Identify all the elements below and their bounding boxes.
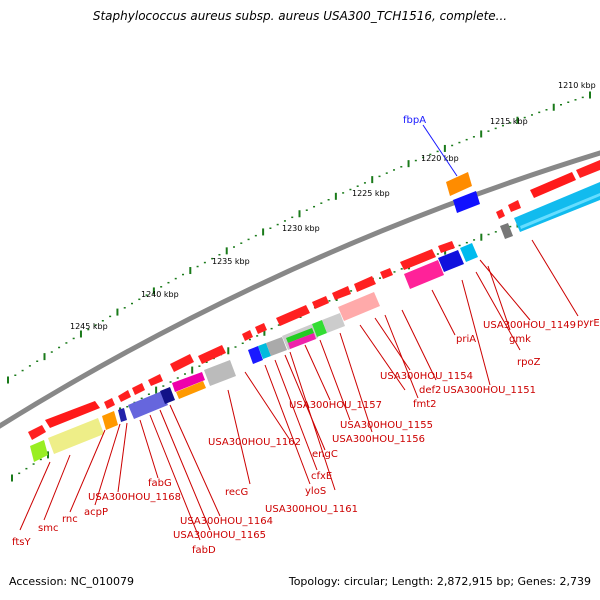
label-leaders — [19, 239, 579, 541]
gene-label[interactable]: USA300HOU_1149 — [483, 320, 576, 331]
gene-label[interactable]: engC — [312, 449, 338, 460]
gene-label[interactable]: USA300HOU_1161 — [265, 504, 358, 515]
gene-label[interactable]: def2 — [419, 385, 441, 396]
gene[interactable] — [322, 313, 345, 333]
gene-label[interactable]: USA300HOU_1155 — [340, 420, 433, 431]
gene[interactable] — [438, 241, 455, 253]
gene[interactable] — [118, 408, 127, 422]
gene-fbpa-highlight[interactable] — [446, 172, 472, 196]
gene-label[interactable]: USA300HOU_1151 — [443, 385, 536, 396]
gene-label[interactable]: cfxE — [311, 471, 332, 482]
gene[interactable] — [128, 391, 168, 419]
gene[interactable] — [258, 343, 271, 359]
gene[interactable] — [380, 268, 393, 279]
accession-text: Accession: NC_010079 — [9, 575, 135, 588]
gene[interactable] — [496, 209, 505, 219]
gene[interactable] — [286, 328, 314, 343]
gene[interactable] — [312, 296, 329, 309]
gene[interactable] — [460, 243, 478, 262]
gene-label[interactable]: rpoZ — [517, 357, 541, 368]
gene-label[interactable]: ftsY — [12, 537, 31, 548]
gene[interactable] — [255, 323, 267, 334]
scale-label: 1210 kbp — [558, 81, 596, 90]
gene-label[interactable]: fmt2 — [413, 399, 437, 410]
gene[interactable] — [400, 249, 436, 270]
gene[interactable] — [312, 320, 327, 337]
gene[interactable] — [438, 250, 464, 272]
gene-label[interactable]: USA300HOU_1154 — [380, 371, 473, 382]
gene[interactable] — [30, 440, 48, 462]
gene[interactable] — [332, 286, 351, 300]
scale-label: 1220 kbp — [421, 154, 459, 163]
gene-label[interactable]: acpP — [84, 507, 108, 518]
gene-label[interactable]: USA300HOU_1168 — [88, 492, 181, 503]
gene-label[interactable]: priA — [456, 334, 476, 345]
fbpa-leader — [422, 124, 458, 177]
gene-label[interactable]: recG — [225, 487, 248, 498]
scale-label: 1240 kbp — [141, 290, 179, 299]
gene-label[interactable]: rnc — [62, 514, 78, 525]
gene-label[interactable]: USA300HOU_1157 — [289, 400, 382, 411]
gene[interactable] — [530, 172, 576, 198]
scale-label: 1225 kbp — [352, 189, 390, 198]
gene[interactable] — [354, 276, 376, 292]
gene-label[interactable]: yloS — [305, 486, 326, 497]
gene-label-fbpa[interactable]: fbpA — [403, 115, 426, 126]
gene[interactable] — [204, 360, 236, 386]
gene[interactable] — [102, 411, 118, 430]
gene-label[interactable]: USA300HOU_1162 — [208, 437, 301, 448]
gene-label[interactable]: smc — [38, 523, 58, 534]
gene-stripe — [520, 193, 600, 229]
gene-label[interactable]: fabD — [192, 545, 216, 556]
reverse-strand-genes — [30, 182, 600, 462]
gene[interactable] — [118, 390, 131, 402]
gene[interactable] — [266, 337, 287, 356]
gene[interactable] — [48, 418, 104, 454]
scale-label: 1235 kbp — [212, 257, 250, 266]
gene[interactable] — [172, 372, 205, 392]
gene[interactable] — [45, 401, 100, 428]
gene[interactable] — [248, 346, 263, 364]
genome-backbone — [0, 150, 600, 429]
scale-label: 1215 kbp — [490, 117, 528, 126]
forward-strand-genes — [28, 160, 600, 440]
gene[interactable] — [276, 305, 310, 326]
gene[interactable] — [160, 387, 175, 404]
gene[interactable] — [28, 425, 46, 440]
gene[interactable] — [104, 398, 115, 409]
gene-label[interactable]: fabG — [148, 478, 172, 489]
gene-labels: fbpA pyrE USA300HOU_1149 gmk rpoZ USA300… — [12, 115, 600, 556]
gene[interactable] — [500, 223, 513, 239]
gene[interactable] — [198, 345, 226, 364]
gene[interactable] — [514, 182, 600, 232]
gene[interactable] — [288, 333, 316, 349]
gene-label[interactable]: gmk — [509, 334, 531, 345]
topology-text: Topology: circular; Length: 2,872,915 bp… — [288, 575, 591, 588]
scale-label: 1245 kbp — [70, 322, 108, 331]
gene[interactable] — [176, 381, 206, 399]
gene[interactable] — [170, 354, 194, 372]
gene-label[interactable]: USA300HOU_1165 — [173, 530, 266, 541]
gene-label[interactable]: USA300HOU_1164 — [180, 516, 273, 527]
gene[interactable] — [404, 260, 444, 289]
gene[interactable] — [242, 330, 253, 341]
gene-label[interactable]: USA300HOU_1156 — [332, 434, 425, 445]
gene[interactable] — [148, 374, 163, 386]
gene[interactable] — [576, 160, 600, 178]
gene[interactable] — [508, 200, 521, 212]
gene[interactable] — [338, 292, 380, 321]
gene-fbpa[interactable] — [453, 191, 480, 213]
gene[interactable] — [132, 383, 145, 395]
gene-label[interactable]: pyrE — [577, 318, 600, 329]
map-title: Staphylococcus aureus subsp. aureus USA3… — [92, 9, 508, 23]
scale-label: 1230 kbp — [282, 224, 320, 233]
